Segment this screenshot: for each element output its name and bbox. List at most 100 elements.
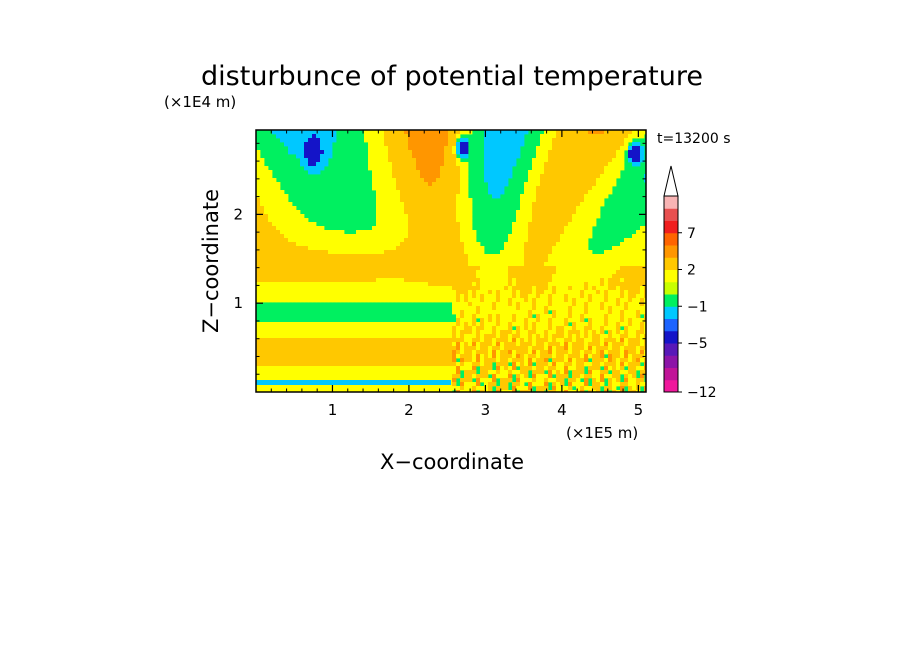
field-cell — [604, 362, 609, 367]
field-cell — [388, 238, 393, 243]
field-cell — [604, 178, 609, 183]
field-cell — [580, 350, 585, 355]
field-cell — [500, 358, 505, 363]
field-cell — [352, 326, 357, 331]
field-cell — [552, 326, 557, 331]
field-cell — [540, 338, 545, 343]
field-cell — [552, 242, 557, 247]
field-cell — [492, 306, 497, 311]
field-cell — [488, 158, 493, 163]
field-cell — [324, 258, 329, 263]
field-cell — [532, 266, 537, 271]
field-cell — [324, 134, 329, 139]
field-cell — [432, 130, 437, 135]
field-cell — [444, 242, 449, 247]
field-cell — [424, 146, 429, 151]
field-cell — [260, 202, 265, 207]
field-cell — [380, 150, 385, 155]
field-cell — [524, 366, 529, 371]
field-cell — [584, 154, 589, 159]
field-cell — [500, 366, 505, 371]
field-cell — [564, 318, 569, 323]
field-cell — [268, 282, 273, 287]
field-cell — [536, 366, 541, 371]
field-cell — [640, 274, 645, 279]
field-cell — [484, 266, 489, 271]
field-cell — [548, 374, 553, 379]
field-cell — [544, 218, 549, 223]
field-cell — [504, 294, 509, 299]
field-cell — [332, 278, 337, 283]
field-cell — [416, 222, 421, 227]
field-cell — [464, 346, 469, 351]
field-cell — [364, 246, 369, 251]
field-cell — [276, 362, 281, 367]
field-cell — [544, 222, 549, 227]
field-cell — [624, 290, 629, 295]
field-cell — [464, 250, 469, 255]
field-cell — [304, 158, 309, 163]
field-cell — [428, 174, 433, 179]
field-cell — [620, 166, 625, 171]
field-cell — [608, 366, 613, 371]
field-cell — [528, 326, 533, 331]
field-cell — [524, 306, 529, 311]
field-cell — [624, 358, 629, 363]
field-cell — [588, 258, 593, 263]
field-cell — [328, 270, 333, 275]
field-cell — [532, 374, 537, 379]
field-cell — [432, 206, 437, 211]
field-cell — [540, 274, 545, 279]
field-cell — [368, 246, 373, 251]
field-cell — [516, 350, 521, 355]
field-cell — [640, 382, 645, 387]
field-cell — [296, 146, 301, 151]
field-cell — [548, 266, 553, 271]
field-cell — [268, 194, 273, 199]
field-cell — [496, 278, 501, 283]
field-cell — [376, 226, 381, 231]
field-cell — [456, 206, 461, 211]
field-cell — [556, 358, 561, 363]
field-cell — [272, 322, 277, 327]
field-cell — [612, 362, 617, 367]
field-cell — [332, 274, 337, 279]
field-cell — [624, 250, 629, 255]
field-cell — [452, 362, 457, 367]
field-cell — [576, 266, 581, 271]
field-cell — [308, 374, 313, 379]
field-cell — [644, 326, 646, 331]
field-cell — [288, 290, 293, 295]
field-cell — [576, 314, 581, 319]
field-cell — [468, 358, 473, 363]
field-cell — [460, 306, 465, 311]
field-cell — [368, 338, 373, 343]
field-cell — [636, 298, 641, 303]
field-cell — [344, 334, 349, 339]
field-cell — [340, 290, 345, 295]
field-cell — [584, 378, 589, 383]
field-cell — [336, 286, 341, 291]
field-cell — [456, 350, 461, 355]
field-cell — [560, 138, 565, 143]
field-cell — [548, 198, 553, 203]
field-cell — [376, 158, 381, 163]
field-cell — [384, 270, 389, 275]
field-cell — [372, 250, 377, 255]
field-cell — [376, 370, 381, 375]
field-cell — [468, 222, 473, 227]
field-cell — [612, 370, 617, 375]
field-cell — [524, 246, 529, 251]
field-cell — [632, 234, 637, 239]
field-cell — [380, 190, 385, 195]
field-cell — [588, 346, 593, 351]
field-cell — [276, 258, 281, 263]
field-cell — [588, 330, 593, 335]
field-cell — [440, 138, 445, 143]
field-cell — [484, 170, 489, 175]
field-cell — [428, 330, 433, 335]
field-cell — [448, 262, 453, 267]
field-cell — [444, 338, 449, 343]
field-cell — [528, 338, 533, 343]
field-cell — [416, 246, 421, 251]
